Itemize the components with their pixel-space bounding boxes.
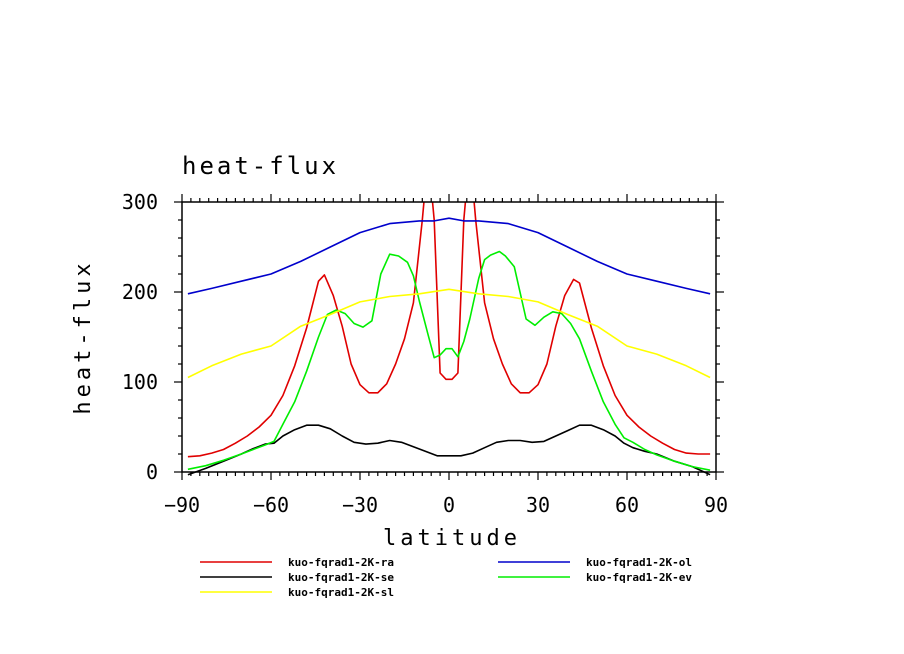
- series-line-kuo-fqrad1-2K-ev: [187, 250, 711, 471]
- series-line-kuo-fqrad1-2K-se: [187, 424, 711, 476]
- x-tick-labels: −90 −60 −30 0 30 60 90: [164, 493, 728, 517]
- legend-label: kuo-fqrad1-2K-ev: [586, 571, 692, 584]
- series-line-kuo-fqrad1-2K-ra: [187, 202, 711, 458]
- axis-ticks: [174, 194, 724, 480]
- x-tick-label: −30: [342, 493, 378, 517]
- x-tick-label: 30: [526, 493, 550, 517]
- plot-area: [181, 201, 717, 476]
- x-tick-label: −90: [164, 493, 200, 517]
- y-tick-label: 300: [122, 190, 158, 214]
- chart-title: heat-flux: [182, 152, 339, 180]
- x-tick-label: 0: [443, 493, 455, 517]
- series-line-kuo-fqrad1-2K-sl: [187, 288, 711, 379]
- y-tick-label: 200: [122, 280, 158, 304]
- y-tick-label: 0: [146, 460, 158, 484]
- x-tick-label: 60: [615, 493, 639, 517]
- series-lines: [187, 202, 711, 476]
- x-tick-label: −60: [253, 493, 289, 517]
- legend-label: kuo-fqrad1-2K-sl: [288, 586, 394, 599]
- x-axis-label: latitude: [383, 526, 521, 551]
- legend: kuo-fqrad1-2K-ra kuo-fqrad1-2K-ol kuo-fqra…: [200, 556, 692, 599]
- x-tick-label: 90: [704, 493, 728, 517]
- y-axis-label: heat-flux: [71, 259, 96, 414]
- legend-label: kuo-fqrad1-2K-ol: [586, 556, 692, 569]
- plot-frame: [181, 201, 717, 473]
- legend-label: kuo-fqrad1-2K-ra: [288, 556, 394, 569]
- series-line-kuo-fqrad1-2K-ol: [187, 217, 711, 295]
- y-tick-labels: 0 100 200 300: [122, 190, 158, 484]
- legend-label: kuo-fqrad1-2K-se: [288, 571, 394, 584]
- y-tick-label: 100: [122, 370, 158, 394]
